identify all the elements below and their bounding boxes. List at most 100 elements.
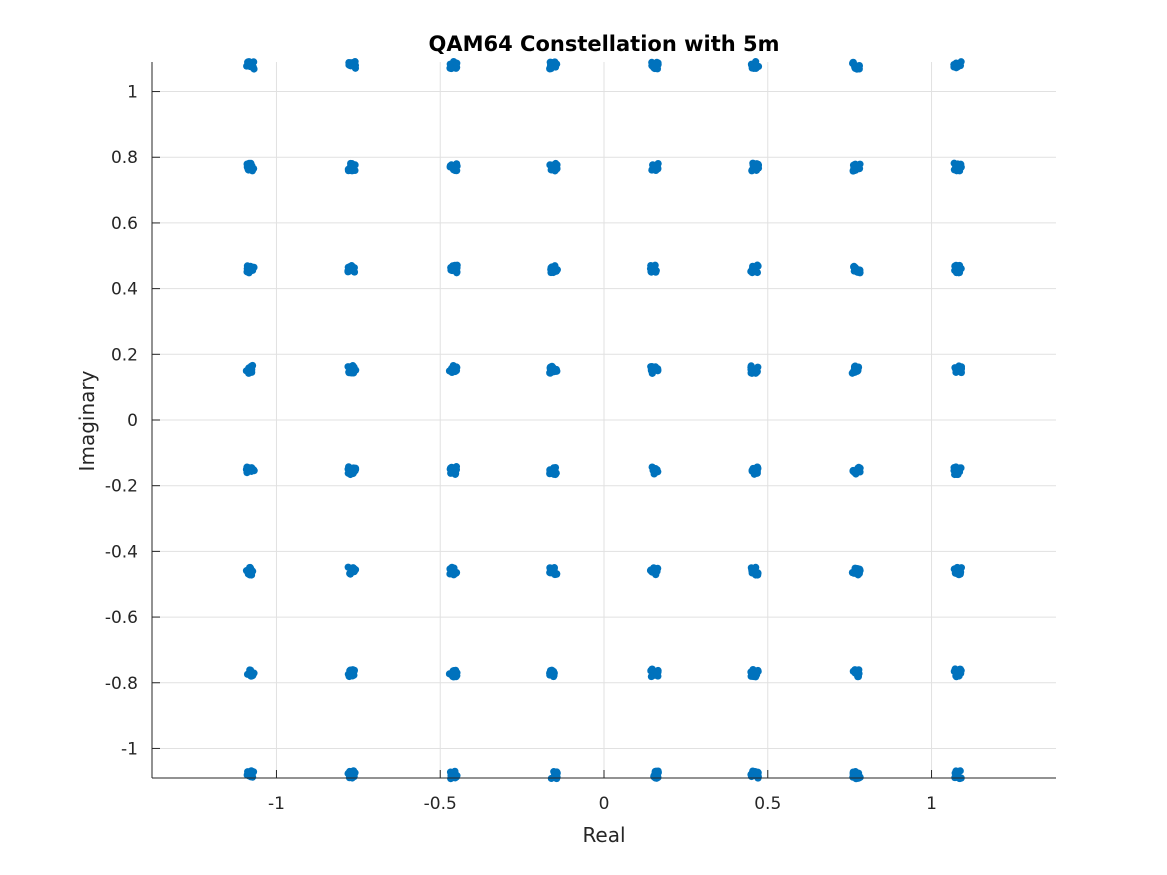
chart-title: QAM64 Constellation with 5m xyxy=(429,32,780,56)
constellation-point xyxy=(950,159,965,175)
symbol-sample xyxy=(951,364,959,372)
symbol-sample xyxy=(450,773,458,781)
symbol-sample xyxy=(245,58,253,66)
constellation-point xyxy=(747,261,762,277)
constellation-point xyxy=(446,58,461,73)
symbol-sample xyxy=(754,769,762,777)
constellation-point xyxy=(446,463,461,478)
constellation-point xyxy=(243,666,258,680)
x-tick-label: -1 xyxy=(268,794,285,814)
symbol-sample xyxy=(547,565,555,574)
constellation-point xyxy=(848,362,863,377)
symbol-sample xyxy=(346,266,354,274)
constellation-point xyxy=(445,361,461,377)
tick-marks xyxy=(152,91,933,778)
symbol-sample xyxy=(547,161,555,169)
symbol-sample xyxy=(654,564,662,572)
symbol-sample xyxy=(248,266,256,274)
symbol-sample xyxy=(754,569,762,577)
constellation-point xyxy=(748,463,762,478)
symbol-sample xyxy=(447,566,455,575)
y-tick-label: 0.8 xyxy=(111,148,138,168)
constellation-point xyxy=(951,362,966,377)
symbol-sample xyxy=(851,362,859,370)
symbol-sample xyxy=(646,567,655,575)
constellation-point xyxy=(850,262,864,277)
constellation-point xyxy=(849,58,863,73)
symbol-sample xyxy=(350,772,358,781)
tick-labels: -1 -0.5 0 0.5 1 -1 -0.8 -0.6 -0.4 -0.2 0 0.2 0.4 0.6 0… xyxy=(105,83,937,814)
symbol-sample xyxy=(546,65,554,73)
symbol-sample xyxy=(552,366,560,374)
symbol-sample xyxy=(952,162,960,170)
constellation-point xyxy=(546,159,561,175)
symbol-sample xyxy=(445,367,454,375)
y-axis-label: Imaginary xyxy=(75,370,99,471)
constellation-point xyxy=(446,563,461,579)
constellation-point xyxy=(242,463,258,477)
symbol-sample xyxy=(349,565,357,573)
symbol-sample xyxy=(652,268,660,276)
x-tick-label: 0.5 xyxy=(754,794,781,814)
constellation-point xyxy=(546,362,561,377)
constellation-point xyxy=(646,564,662,579)
constellation-point xyxy=(344,159,359,175)
constellation-point xyxy=(849,160,864,175)
symbol-sample xyxy=(447,163,455,171)
x-tick-label: 0 xyxy=(599,794,610,814)
symbol-sample xyxy=(348,167,356,175)
symbol-sample xyxy=(243,163,251,171)
constellation-point xyxy=(950,58,965,72)
symbol-sample xyxy=(446,64,454,72)
symbol-sample xyxy=(549,266,557,275)
constellation-point xyxy=(445,666,461,681)
symbol-sample xyxy=(853,467,861,475)
constellation-point xyxy=(648,463,662,478)
symbol-sample xyxy=(955,464,964,472)
symbol-sample xyxy=(550,669,558,677)
constellation-point xyxy=(344,666,358,681)
symbol-sample xyxy=(648,665,656,673)
symbol-sample xyxy=(854,667,862,675)
symbol-sample xyxy=(648,58,656,67)
x-tick-label: -0.5 xyxy=(424,794,457,814)
constellation-point xyxy=(344,262,359,276)
symbol-sample xyxy=(747,365,755,374)
symbol-sample xyxy=(448,670,456,678)
constellation-point xyxy=(243,159,258,175)
constellation-point xyxy=(747,563,762,579)
constellation-point xyxy=(345,58,360,72)
y-tick-label: 1 xyxy=(127,83,138,103)
symbol-sample xyxy=(553,60,561,68)
constellation-point xyxy=(950,665,965,681)
constellation-point xyxy=(242,361,257,377)
constellation-point xyxy=(647,665,662,681)
symbol-sample xyxy=(957,364,966,373)
constellation-point xyxy=(747,665,762,681)
y-tick-label: -0.6 xyxy=(105,608,138,628)
constellation-point xyxy=(849,768,864,783)
symbol-sample xyxy=(749,665,757,674)
constellation-point xyxy=(547,262,561,277)
symbol-sample xyxy=(650,161,658,169)
symbol-sample xyxy=(853,65,861,73)
symbol-sample xyxy=(753,467,761,476)
symbol-sample xyxy=(452,363,461,371)
symbol-sample xyxy=(348,672,356,680)
symbol-sample xyxy=(848,568,857,577)
symbol-sample xyxy=(854,773,862,781)
symbol-sample xyxy=(955,767,964,775)
symbol-sample xyxy=(244,464,252,472)
constellation-point xyxy=(648,58,662,73)
symbol-sample xyxy=(749,159,757,168)
symbol-sample xyxy=(651,262,659,270)
symbol-sample xyxy=(951,63,959,71)
y-tick-label: 0.4 xyxy=(111,280,138,300)
symbol-sample xyxy=(753,268,762,277)
constellation-point xyxy=(646,261,660,276)
symbol-sample xyxy=(653,466,661,474)
symbol-sample xyxy=(447,469,455,477)
